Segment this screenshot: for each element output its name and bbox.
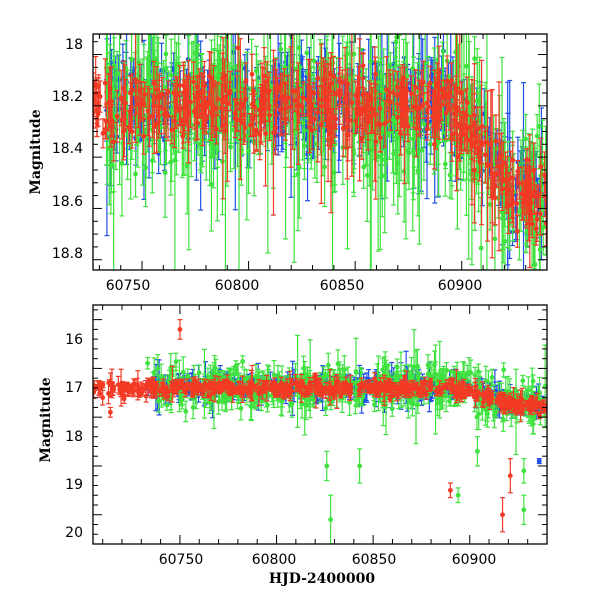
marker [391,151,397,157]
data-point [114,50,120,97]
marker [393,120,398,126]
marker [537,247,543,253]
marker [415,168,421,174]
marker [536,124,542,129]
marker [238,147,244,153]
marker [368,59,373,65]
marker [472,56,477,62]
marker [143,165,149,171]
marker [248,122,253,128]
marker [404,73,410,79]
marker [492,236,498,242]
marker [345,51,350,56]
marker [364,173,370,178]
data-point [368,34,374,270]
marker [532,262,538,267]
marker [314,141,320,147]
marker [129,56,134,62]
top-panel-data-points [93,34,547,270]
marker [502,238,508,244]
marker [487,202,493,208]
marker [114,113,120,119]
marker [447,172,453,178]
marker [395,115,401,120]
marker [162,170,168,176]
marker [373,139,379,145]
data-point [536,83,542,170]
marker [114,71,120,77]
marker [422,60,428,66]
marker [304,50,310,56]
marker [311,58,317,64]
marker [419,147,424,153]
marker [301,143,307,149]
marker [285,95,291,101]
marker [104,68,110,74]
marker [382,173,388,178]
marker [168,159,174,165]
marker [136,59,141,65]
marker [478,245,484,251]
marker [168,72,174,78]
marker [395,135,400,141]
data-point [168,38,174,112]
marker [373,71,378,77]
marker [405,148,411,154]
marker [192,50,198,56]
marker [523,136,529,142]
marker [188,122,194,128]
marker [163,65,169,71]
marker [145,80,150,86]
data-point [228,121,234,173]
data-point [428,59,434,93]
data-point [382,99,388,148]
data-point [246,86,252,169]
data-point [253,45,259,96]
marker [108,162,114,168]
marker [393,39,399,45]
data-point [168,128,174,196]
data-point [133,150,139,198]
marker [427,141,433,147]
marker [184,163,190,169]
marker [278,46,284,52]
data-point [301,122,307,170]
data-point [393,34,399,63]
data-point [296,34,302,81]
marker [177,82,183,88]
marker [133,171,138,177]
marker [296,45,302,51]
marker [368,148,374,153]
marker [428,73,434,79]
marker [453,49,459,55]
marker [421,121,427,127]
marker [234,100,240,106]
marker [209,182,214,187]
marker [228,144,233,150]
marker [254,68,259,74]
marker [215,96,221,102]
top-panel: 60750 60800 60850 60900 18 18.2 18.4 18.… [28,33,548,294]
marker [534,133,540,139]
marker [464,63,469,69]
